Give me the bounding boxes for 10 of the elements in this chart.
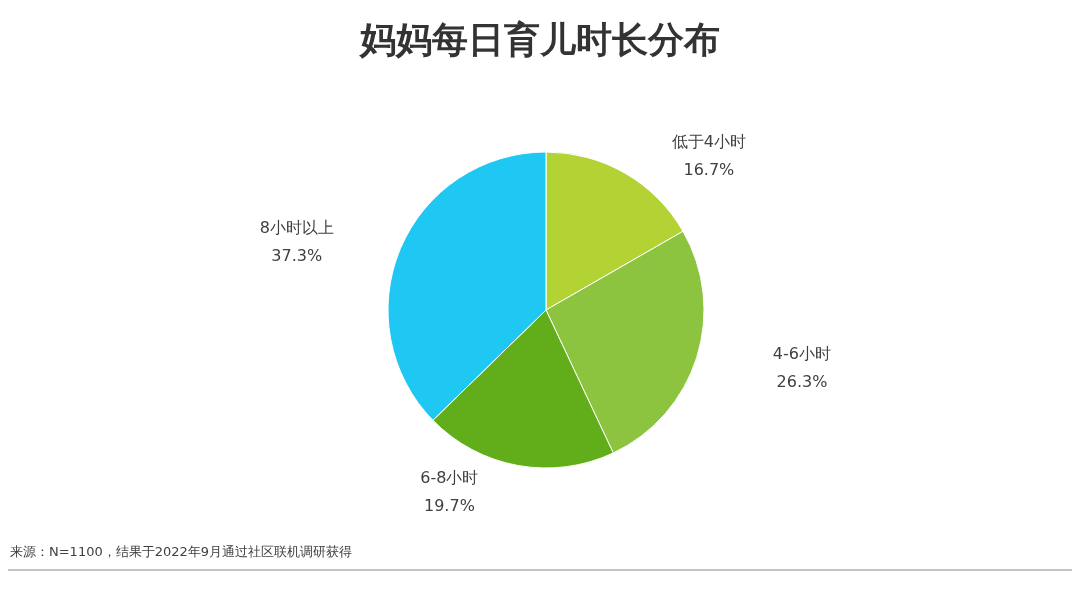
slice-label: 4-6小时 <box>772 343 832 363</box>
slice-label: 8小时以上 <box>259 218 334 238</box>
chart-title: 妈妈每日育儿时长分布 <box>358 19 720 60</box>
slice-label: 6-8小时 <box>420 467 479 487</box>
data-label: 19.7% <box>424 495 475 515</box>
slice-label: 低于4小时 <box>671 131 746 151</box>
data-label: 16.7% <box>683 159 735 179</box>
source-note: 来源：N=1100，结果于2022年9月通过社区联机调研获得 <box>10 544 353 559</box>
data-label: 37.3% <box>271 246 323 266</box>
data-label: 26.3% <box>776 371 828 391</box>
